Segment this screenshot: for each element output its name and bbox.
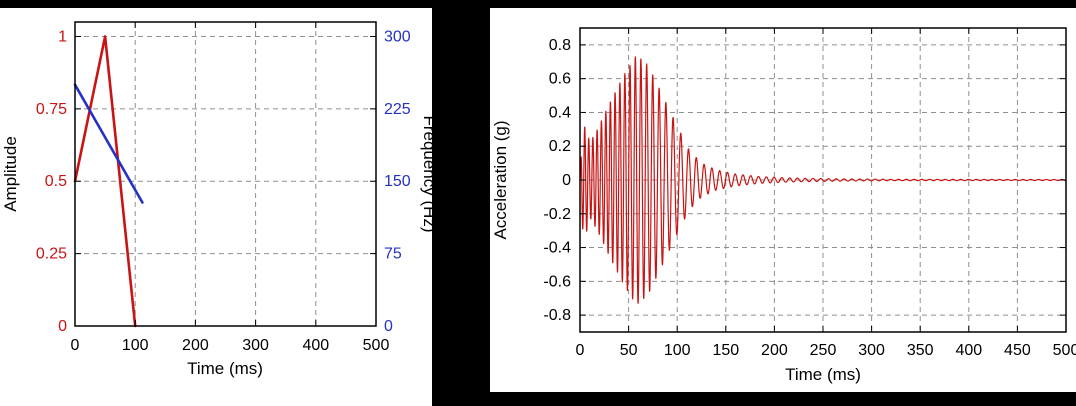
- x-tick-label: 350: [907, 342, 934, 359]
- left-y-tick-label: 0.5: [45, 173, 67, 190]
- x-tick-label: 50: [620, 342, 638, 359]
- x-tick-label: 200: [761, 342, 788, 359]
- right-y-tick-label: 225: [384, 101, 411, 118]
- input-plot-area: 0 100 200 300 400 500 0 0.25 0.5 0.75 1 0 75 150 225 30…: [36, 21, 411, 354]
- x-tick-label: 150: [712, 342, 739, 359]
- right-y-tick-label: 75: [384, 246, 402, 263]
- y-tick-label: -0.4: [543, 240, 571, 257]
- y-tick-label: 0.8: [549, 37, 571, 54]
- frequency-sweep-line: [73, 83, 144, 204]
- input-x-axis-label: Time (ms): [187, 359, 263, 378]
- y-tick-label: 0.6: [549, 71, 571, 88]
- x-tick-label: 500: [1053, 342, 1076, 359]
- input-right-y-axis-label: Frequency (Hz): [420, 115, 432, 232]
- acceleration-waveform-line: [579, 56, 1067, 304]
- x-tick-label: 250: [810, 342, 837, 359]
- response-x-axis-label: Time (ms): [785, 365, 861, 384]
- response-plot-area: 0 50 100 150 200 250 300 350 400 450 500 -0.8 -0.6 -0…: [543, 27, 1076, 359]
- right-y-tick-label: 0: [384, 318, 393, 335]
- y-tick-label: -0.6: [543, 273, 571, 290]
- left-y-tick-label: 1: [58, 28, 67, 45]
- x-tick-label: 200: [182, 337, 209, 354]
- x-tick-label: 400: [955, 342, 982, 359]
- left-y-tick-label: 0: [58, 318, 67, 335]
- left-y-tick-label: 0.25: [36, 246, 67, 263]
- input-chart-panel: 0 100 200 300 400 500 0 0.25 0.5 0.75 1 0 75 150 225 30…: [0, 8, 432, 406]
- x-tick-label: 300: [858, 342, 885, 359]
- input-chart: 0 100 200 300 400 500 0 0.25 0.5 0.75 1 0 75 150 225 30…: [1, 21, 432, 378]
- y-tick-label: 0: [562, 172, 571, 189]
- x-tick-label: 0: [71, 337, 80, 354]
- x-tick-label: 450: [1004, 342, 1031, 359]
- y-tick-label: -0.8: [543, 307, 571, 324]
- x-tick-label: 300: [242, 337, 269, 354]
- x-tick-label: 0: [576, 342, 585, 359]
- right-y-tick-label: 300: [384, 28, 411, 45]
- plot-frame: [74, 21, 377, 327]
- response-chart: 0 50 100 150 200 250 300 350 400 450 500 -0.8 -0.6 -0…: [491, 27, 1076, 384]
- left-y-tick-label: 0.75: [36, 101, 67, 118]
- x-tick-label: 500: [363, 337, 390, 354]
- response-chart-panel: 0 50 100 150 200 250 300 350 400 450 500 -0.8 -0.6 -0…: [490, 8, 1076, 392]
- x-tick-label: 100: [664, 342, 691, 359]
- right-y-tick-label: 150: [384, 173, 411, 190]
- amplitude-envelope-line: [73, 35, 137, 328]
- response-y-axis-label: Acceleration (g): [491, 120, 510, 239]
- y-tick-label: 0.4: [549, 104, 571, 121]
- x-tick-label: 400: [302, 337, 329, 354]
- x-tick-label: 100: [122, 337, 149, 354]
- y-tick-label: -0.2: [543, 206, 571, 223]
- y-tick-label: 0.2: [549, 138, 571, 155]
- input-left-y-axis-label: Amplitude: [1, 136, 20, 212]
